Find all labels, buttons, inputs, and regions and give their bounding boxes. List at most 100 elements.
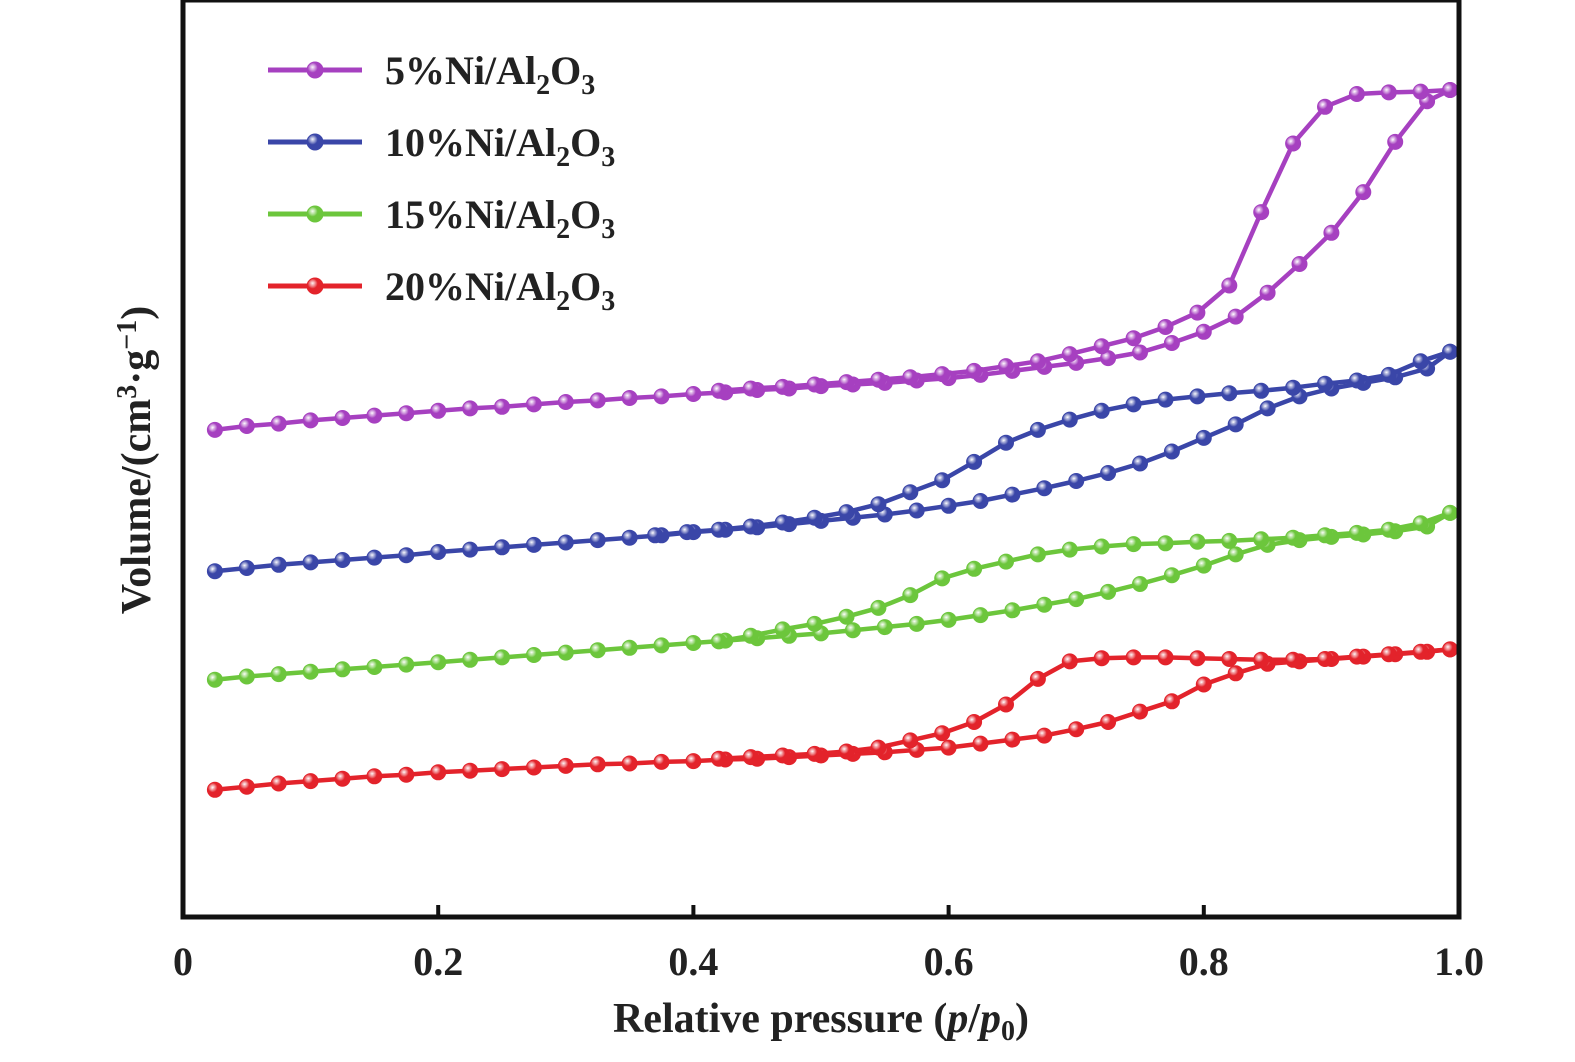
legend-marker [306, 205, 324, 223]
series-3-adsorption-point [1036, 596, 1053, 613]
series-3-adsorption-point [302, 663, 319, 680]
series-4-adsorption-point [206, 781, 223, 798]
series-2-desorption-point [1253, 382, 1270, 399]
series-1-adsorption-point [621, 390, 638, 406]
series-3-desorption-line [716, 510, 1453, 644]
series-1-desorption-point [1029, 353, 1046, 370]
series-2-adsorption-point [525, 536, 542, 553]
series-3-adsorption-point [462, 651, 479, 668]
series-2-desorption-point [1189, 388, 1206, 405]
series-1-adsorption-point [653, 388, 670, 405]
series-4-adsorption-point [270, 775, 287, 792]
series-1-adsorption-line [212, 87, 1453, 433]
series-2-adsorption-point [238, 560, 255, 576]
series-3-adsorption-point [366, 659, 383, 675]
series-1-desorption-point [838, 374, 855, 391]
series-3-adsorption-point [876, 619, 893, 636]
series-4-adsorption-point [972, 735, 989, 752]
series-4-adsorption-point [621, 755, 638, 772]
series-3-desorption-point [1412, 515, 1429, 532]
series-3-desorption-point [1317, 527, 1333, 544]
legend: 5%Ni/Al2O3 10%Ni/Al2O3 15%Ni/Al2O3 20%Ni/Al… [268, 48, 615, 317]
series-4-adsorption-point [685, 753, 702, 770]
series-4-adsorption-point [1004, 731, 1021, 748]
series-2-desorption-point [806, 509, 823, 526]
series-4-desorption-point [1061, 653, 1078, 670]
series-3-desorption-point [1253, 531, 1270, 548]
series-2-desorption-point [998, 434, 1014, 451]
series-1-adsorption-point [270, 415, 287, 432]
x-tick-label: 0.6 [924, 939, 974, 984]
series-3-adsorption-point [621, 639, 638, 656]
series-2-adsorption-point [270, 556, 287, 573]
series-1-adsorption-point [557, 394, 574, 410]
x-tick-label: 0.4 [668, 939, 718, 984]
series-1-desorption-point [1093, 338, 1110, 355]
series-2-adsorption-point [589, 532, 606, 549]
series-4-adsorption-point [940, 739, 957, 756]
series-1-desorption-point [1125, 330, 1142, 347]
series-4-adsorption-point [653, 753, 670, 770]
series-3-adsorption-point [1163, 567, 1180, 584]
series-3-adsorption-point [972, 607, 989, 624]
series-2-adsorption-point [972, 493, 989, 509]
legend-marker [306, 61, 324, 79]
series-3-desorption-point [1285, 529, 1302, 546]
series-1-desorption-point [1189, 304, 1206, 321]
series-1-adsorption-point [525, 396, 542, 413]
series-4-adsorption-point [238, 778, 255, 795]
series-2-desorption-point [838, 504, 855, 521]
legend-label: 10%Ni/Al2O3 [385, 120, 615, 173]
series-2-desorption-point [1348, 372, 1365, 389]
series-4-desorption-point [998, 696, 1014, 713]
series-1-desorption-point [1221, 277, 1238, 294]
plot-frame [180, 0, 1462, 920]
series-1-desorption-point [774, 378, 791, 395]
series-2-desorption-point [966, 453, 983, 470]
series-1-adsorption-point [1323, 224, 1340, 241]
series-1-adsorption-point [334, 410, 351, 426]
series-1-adsorption-point [430, 402, 447, 419]
series-3-desorption-point [742, 627, 759, 644]
series-3-adsorption-point [908, 615, 925, 632]
series-4-adsorption-point [1100, 714, 1117, 730]
series-2-adsorption-point [494, 539, 510, 556]
series-4-desorption-point [806, 745, 823, 762]
legend-item: 20%Ni/Al2O3 [268, 264, 615, 317]
series-2-adsorption-point [1036, 480, 1053, 497]
series-1-adsorption-point [398, 405, 415, 422]
series-3-adsorption-point [494, 649, 510, 666]
legend-item: 15%Ni/Al2O3 [268, 192, 615, 245]
series-3-desorption-point [902, 587, 919, 604]
series-1-adsorption-point [1195, 323, 1212, 340]
x-tick-label: 0.2 [413, 939, 463, 984]
series-2-adsorption-point [398, 547, 415, 564]
series-2-desorption-point [1157, 391, 1174, 408]
x-axis-title: Relative pressure (p/p0) [613, 996, 1029, 1047]
series-1-desorption-point [710, 382, 727, 399]
series-4 [206, 641, 1459, 798]
x-tick-label: 1.0 [1434, 939, 1484, 984]
series-2-adsorption-point [1004, 486, 1021, 503]
series-layer [206, 82, 1459, 798]
y-axis-title: Volume/(cm3·g−1) [112, 306, 160, 614]
legend-marker [306, 277, 324, 295]
series-1-desorption-line [716, 87, 1453, 394]
series-1-adsorption-point [1291, 256, 1308, 272]
series-2-desorption-point [902, 484, 919, 501]
series-3-desorption-point [870, 599, 887, 616]
series-4-adsorption-point [334, 770, 351, 787]
series-1-desorption-point [1253, 204, 1270, 221]
series-4-desorption-point [1093, 650, 1110, 667]
series-3-desorption-point [966, 560, 983, 577]
series-1-desorption-point [1061, 346, 1078, 363]
series-3-desorption-point [1061, 541, 1078, 558]
series-1-desorption-point [902, 369, 919, 386]
legend-item: 10%Ni/Al2O3 [268, 120, 615, 173]
series-3-desorption-point [1125, 536, 1142, 553]
series-3-adsorption-point [1004, 602, 1021, 619]
series-4-desorption-point [1221, 651, 1238, 667]
series-2-adsorption-point [1227, 416, 1244, 433]
series-4-desorption-point [870, 739, 887, 756]
